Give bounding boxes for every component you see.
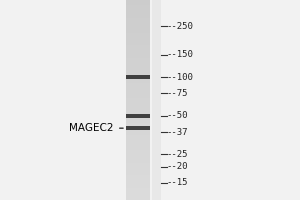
Bar — [126, 180, 150, 183]
Bar — [126, 70, 150, 72]
Text: --20: --20 — [167, 162, 188, 171]
Bar — [126, 75, 150, 77]
Bar — [126, 22, 150, 25]
Bar — [126, 155, 150, 158]
Bar — [126, 35, 150, 38]
Bar — [126, 182, 150, 185]
Bar — [126, 27, 150, 30]
Bar — [152, 0, 160, 200]
Bar — [126, 12, 150, 15]
Bar — [126, 85, 150, 88]
Text: --150: --150 — [167, 50, 194, 59]
Bar — [126, 125, 150, 128]
Bar — [126, 67, 150, 70]
Bar — [126, 15, 150, 18]
Bar — [126, 114, 150, 118]
Bar — [126, 187, 150, 190]
Bar — [126, 37, 150, 40]
Bar — [126, 47, 150, 50]
Text: --250: --250 — [167, 22, 194, 31]
Bar — [126, 115, 150, 118]
Bar — [126, 90, 150, 93]
Bar — [126, 140, 150, 143]
Bar — [126, 135, 150, 138]
Bar — [126, 170, 150, 173]
Bar — [126, 167, 150, 170]
Bar — [126, 117, 150, 120]
Bar — [126, 7, 150, 10]
Bar — [126, 112, 150, 115]
Bar — [126, 17, 150, 20]
Bar — [126, 95, 150, 98]
Bar — [126, 132, 150, 135]
Bar — [126, 172, 150, 175]
Bar — [126, 30, 150, 33]
Text: --75: --75 — [167, 89, 188, 98]
Bar — [126, 5, 150, 7]
Bar — [126, 102, 150, 105]
Text: --50: --50 — [167, 111, 188, 120]
Bar — [126, 157, 150, 160]
Bar — [126, 175, 150, 178]
Bar — [126, 100, 150, 103]
Bar — [126, 97, 150, 100]
Bar — [126, 185, 150, 188]
Bar — [126, 10, 150, 12]
Bar — [126, 20, 150, 23]
Bar — [126, 150, 150, 153]
Text: --100: --100 — [167, 73, 194, 82]
Text: MAGEC2: MAGEC2 — [70, 123, 123, 133]
Bar — [126, 152, 150, 155]
Bar — [126, 162, 150, 165]
Bar — [126, 25, 150, 28]
Bar — [126, 92, 150, 95]
Bar — [126, 110, 150, 113]
Bar — [126, 105, 150, 108]
Bar — [126, 52, 150, 55]
Bar — [126, 195, 150, 198]
Bar — [126, 2, 150, 5]
Bar — [126, 32, 150, 35]
Text: --25: --25 — [167, 150, 188, 159]
Bar — [126, 127, 150, 130]
Bar — [126, 142, 150, 145]
Bar — [126, 87, 150, 90]
Bar — [126, 72, 150, 75]
Bar — [126, 57, 150, 60]
Bar — [126, 65, 150, 67]
Bar — [126, 147, 150, 150]
Bar — [126, 40, 150, 43]
Bar — [126, 145, 150, 148]
Bar — [126, 50, 150, 53]
Bar — [126, 197, 150, 200]
Bar — [126, 122, 150, 125]
Bar — [126, 160, 150, 162]
Bar — [126, 137, 150, 140]
Bar — [126, 45, 150, 48]
Bar — [126, 130, 150, 132]
Bar — [126, 177, 150, 180]
Text: --37: --37 — [167, 128, 188, 137]
Bar — [126, 42, 150, 45]
Bar — [126, 126, 150, 130]
Bar — [126, 77, 150, 80]
Bar — [126, 0, 150, 3]
Bar — [126, 190, 150, 193]
Text: --15: --15 — [167, 178, 188, 187]
Bar — [126, 192, 150, 195]
Bar — [126, 80, 150, 83]
Bar — [126, 55, 150, 58]
Bar — [126, 120, 150, 123]
Bar — [126, 62, 150, 65]
Bar — [126, 165, 150, 168]
Bar — [126, 75, 150, 79]
Bar — [126, 107, 150, 110]
Bar — [126, 60, 150, 63]
Bar — [126, 82, 150, 85]
